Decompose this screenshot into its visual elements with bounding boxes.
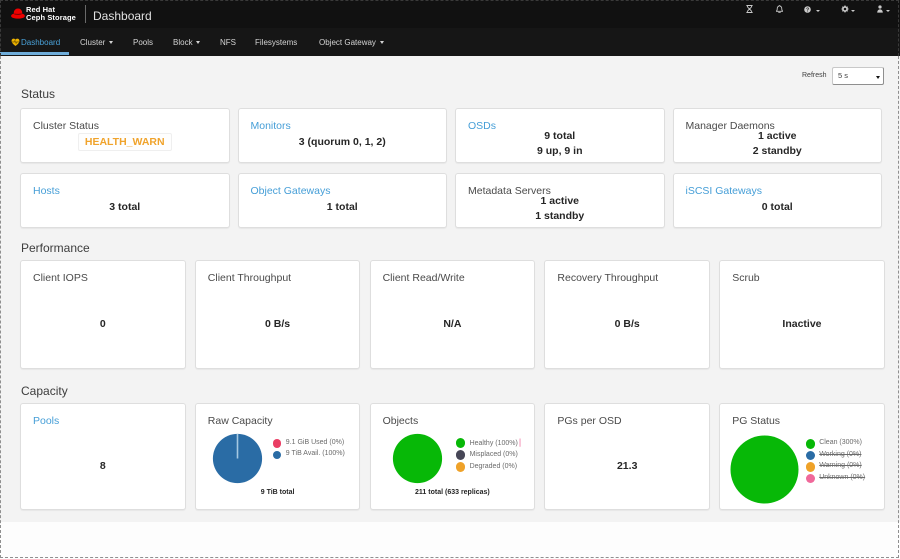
svg-text:?: ? (806, 7, 809, 13)
